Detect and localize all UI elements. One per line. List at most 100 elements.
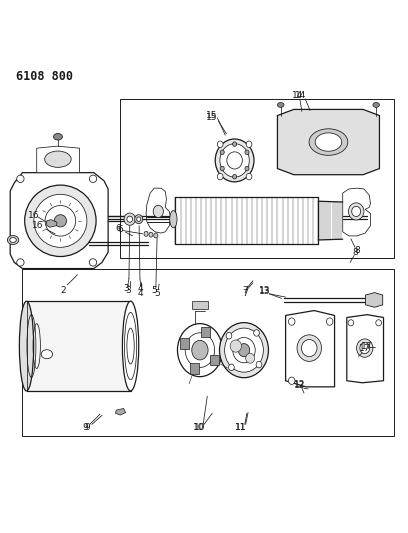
Ellipse shape (17, 175, 24, 182)
Ellipse shape (220, 150, 224, 155)
Text: 10: 10 (194, 423, 206, 432)
Ellipse shape (135, 215, 143, 224)
Text: 12: 12 (294, 381, 306, 390)
Ellipse shape (360, 343, 370, 353)
Ellipse shape (217, 173, 223, 180)
Ellipse shape (170, 211, 177, 228)
Ellipse shape (228, 364, 234, 370)
Ellipse shape (233, 337, 255, 363)
Polygon shape (210, 355, 219, 365)
Text: 4: 4 (138, 285, 144, 294)
Ellipse shape (348, 203, 364, 220)
Ellipse shape (89, 175, 97, 182)
Ellipse shape (352, 206, 361, 216)
Ellipse shape (17, 259, 24, 266)
Polygon shape (146, 188, 171, 233)
Polygon shape (120, 99, 394, 259)
Text: 17: 17 (359, 344, 371, 353)
Ellipse shape (277, 102, 284, 107)
Ellipse shape (245, 166, 249, 171)
Polygon shape (192, 301, 208, 309)
Ellipse shape (256, 361, 262, 368)
Ellipse shape (227, 152, 242, 169)
Ellipse shape (144, 231, 148, 236)
Text: 6: 6 (115, 224, 121, 233)
Text: 7: 7 (242, 286, 248, 295)
Text: 3: 3 (126, 286, 131, 295)
Text: 4: 4 (138, 288, 144, 297)
Ellipse shape (137, 217, 141, 221)
Ellipse shape (122, 301, 139, 391)
Text: 14: 14 (292, 92, 304, 100)
Ellipse shape (246, 141, 252, 148)
Ellipse shape (233, 142, 237, 147)
Ellipse shape (177, 324, 222, 377)
Polygon shape (37, 146, 80, 173)
Text: 16: 16 (28, 211, 39, 220)
Ellipse shape (10, 238, 16, 243)
Polygon shape (180, 338, 189, 349)
Polygon shape (22, 269, 394, 436)
Text: 15: 15 (206, 113, 218, 122)
Ellipse shape (326, 318, 333, 325)
Text: 2: 2 (60, 286, 66, 295)
Ellipse shape (185, 333, 215, 367)
Ellipse shape (7, 236, 19, 245)
Ellipse shape (220, 144, 249, 177)
Text: 16: 16 (32, 221, 43, 230)
Ellipse shape (230, 340, 242, 352)
Polygon shape (115, 408, 126, 415)
Ellipse shape (153, 205, 163, 217)
Polygon shape (201, 327, 210, 337)
Text: 9: 9 (85, 423, 91, 432)
Ellipse shape (309, 129, 348, 155)
Ellipse shape (53, 133, 62, 140)
Ellipse shape (376, 320, 381, 326)
Ellipse shape (25, 185, 96, 256)
Ellipse shape (34, 195, 87, 247)
Ellipse shape (54, 215, 67, 227)
Text: 17: 17 (361, 342, 372, 351)
Text: 6: 6 (118, 225, 123, 235)
Polygon shape (27, 301, 131, 391)
Polygon shape (10, 173, 108, 269)
Ellipse shape (288, 318, 295, 325)
Polygon shape (190, 364, 199, 374)
Ellipse shape (44, 151, 71, 167)
Polygon shape (343, 188, 370, 236)
Text: 9: 9 (83, 423, 89, 432)
Text: 14: 14 (295, 92, 307, 100)
Ellipse shape (224, 328, 264, 372)
Text: 3: 3 (123, 285, 129, 294)
Ellipse shape (302, 340, 317, 357)
Ellipse shape (127, 328, 134, 364)
Ellipse shape (357, 339, 373, 357)
Text: 8: 8 (352, 248, 358, 257)
Ellipse shape (220, 166, 224, 171)
Ellipse shape (41, 350, 53, 359)
Ellipse shape (149, 232, 153, 237)
Text: 10: 10 (193, 423, 205, 432)
Ellipse shape (220, 322, 268, 378)
Text: 11: 11 (235, 423, 246, 432)
Text: 11: 11 (235, 423, 246, 432)
Ellipse shape (297, 335, 322, 361)
Ellipse shape (238, 344, 250, 357)
Ellipse shape (45, 206, 76, 236)
Text: 8: 8 (354, 246, 360, 255)
Text: 12: 12 (294, 381, 306, 389)
Ellipse shape (154, 233, 158, 238)
Ellipse shape (215, 139, 254, 182)
Text: 5: 5 (154, 288, 160, 297)
Ellipse shape (19, 301, 33, 391)
Ellipse shape (254, 330, 259, 336)
Polygon shape (277, 109, 379, 175)
Text: 13: 13 (259, 287, 270, 296)
Ellipse shape (124, 312, 137, 379)
Ellipse shape (192, 341, 208, 360)
Ellipse shape (246, 173, 252, 180)
Text: 13: 13 (259, 286, 271, 295)
Ellipse shape (226, 333, 232, 339)
Ellipse shape (217, 141, 223, 148)
Text: 15: 15 (206, 111, 218, 120)
